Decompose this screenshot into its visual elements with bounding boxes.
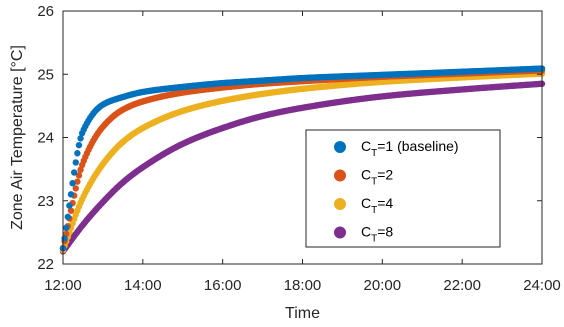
- x-tick-label: 18:00: [284, 277, 322, 294]
- x-tick-label: 14:00: [124, 277, 162, 294]
- data-point: [67, 207, 75, 214]
- legend: CT=1 (baseline) CT=2 CT=4 CT=8: [305, 129, 501, 248]
- data-point: [77, 166, 84, 174]
- data-point: [64, 213, 71, 221]
- y-axis-title: Zone Air Temperature [°C]: [9, 45, 26, 230]
- x-tick-label: 24:00: [523, 277, 561, 294]
- data-point: [72, 185, 79, 192]
- y-tick-label: 23: [37, 193, 54, 210]
- legend-marker: [334, 169, 346, 182]
- data-point: [70, 169, 78, 176]
- legend-label: CT=4: [361, 195, 393, 216]
- data-point: [72, 159, 79, 166]
- x-tick-label: 22:00: [443, 277, 481, 294]
- y-tick-label: 25: [37, 66, 54, 83]
- data-point: [67, 191, 75, 198]
- x-tick-label: 20:00: [364, 277, 402, 294]
- data-point: [75, 172, 83, 179]
- series-layer: [59, 65, 546, 255]
- data-point: [74, 150, 81, 157]
- legend-marker: [334, 141, 346, 153]
- legend-label: CT=1 (baseline): [361, 138, 459, 159]
- axes-layer: 12:00 14:00 16:00 18:00 20:00 22:00 24:00 22 23 2…: [37, 3, 560, 294]
- x-tick-label: 16:00: [204, 277, 242, 294]
- data-point: [77, 135, 84, 142]
- data-point: [62, 224, 70, 232]
- y-tick-label: 22: [37, 256, 54, 273]
- x-axis-title: Time: [285, 305, 320, 322]
- series-1: [59, 65, 546, 252]
- data-point: [66, 202, 73, 209]
- legend-marker: [334, 226, 346, 239]
- series-4: [59, 80, 546, 255]
- data-point: [75, 141, 83, 149]
- legend-label: CT=2: [361, 167, 393, 188]
- y-tick-label: 24: [37, 130, 54, 147]
- data-point: [61, 235, 68, 242]
- legend-marker: [334, 198, 346, 210]
- legend-label: CT=8: [361, 224, 393, 245]
- x-tick-label: 12:00: [44, 277, 82, 294]
- data-point: [69, 179, 76, 187]
- y-tick-label: 26: [37, 3, 54, 20]
